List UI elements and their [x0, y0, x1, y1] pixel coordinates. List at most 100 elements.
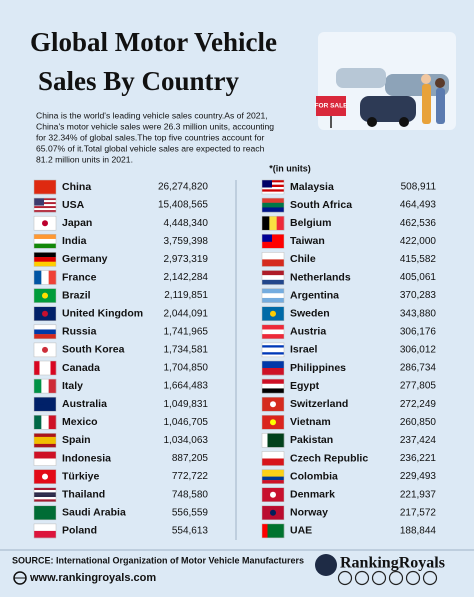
flag-part: [48, 270, 57, 285]
flag-part: [262, 275, 284, 281]
flag-part: [34, 497, 56, 500]
flag-part: [34, 443, 56, 448]
flag: [33, 342, 57, 358]
sales-value: 405,061: [400, 272, 437, 283]
flag-part: [34, 492, 56, 495]
flag-part: [262, 451, 284, 459]
flag: [261, 487, 285, 502]
flag-part: [262, 180, 284, 183]
social-icon[interactable]: [337, 570, 353, 586]
flag: [261, 197, 285, 213]
brand: RankingRoyals: [340, 555, 445, 572]
flag-border: [33, 360, 57, 376]
flag-part: [34, 451, 56, 459]
country-name: Spain: [62, 434, 91, 446]
intro-line: for 32.34% of global sales.The top five …: [36, 132, 264, 142]
flag-border: [261, 505, 285, 521]
flag-border: [261, 179, 285, 195]
flag: [261, 215, 285, 231]
sales-value: 1,034,063: [164, 435, 209, 446]
flag-border: [33, 451, 57, 466]
country-name: South Korea: [62, 344, 125, 356]
social-icon[interactable]: [405, 570, 421, 586]
sales-value: 3,759,398: [164, 236, 209, 247]
flag-border: [33, 306, 57, 321]
social-icon[interactable]: [388, 570, 404, 586]
flag-border: [33, 415, 57, 430]
flag-border: [33, 505, 57, 521]
flag-border: [261, 360, 285, 376]
flag-part: [262, 329, 284, 335]
social-icon[interactable]: [371, 570, 387, 586]
country-name: Türkiye: [62, 470, 100, 482]
flag: [33, 396, 57, 412]
flag-part: [278, 433, 285, 448]
flag-part: [262, 187, 284, 190]
flag-part: [34, 200, 56, 203]
intro-line: 65.07% of it.Total global vehicle sales …: [36, 143, 265, 153]
flag: [261, 270, 285, 285]
country-name: Belgium: [290, 217, 331, 229]
flag-part: [34, 329, 56, 335]
flag-border: [33, 288, 57, 303]
flag-part: [34, 234, 56, 240]
flag-part: [262, 361, 284, 369]
sales-value: 229,493: [400, 471, 437, 482]
flag: [261, 469, 285, 484]
intro-line: 81.2 million units in 2021.: [36, 154, 133, 164]
flag-border: [261, 234, 285, 249]
social-icon[interactable]: [422, 570, 438, 586]
sales-value: 508,911: [401, 182, 437, 193]
flag-part: [42, 220, 48, 227]
flag: [261, 415, 285, 430]
flag-part: [34, 487, 56, 491]
flag-part: [270, 491, 276, 498]
flag-part: [262, 234, 272, 242]
flag: [261, 360, 285, 376]
country-name: Sweden: [290, 307, 330, 319]
country-name: Chile: [290, 253, 316, 265]
sales-value: 26,274,820: [158, 182, 208, 193]
flag-part: [34, 490, 56, 493]
sales-value: 306,012: [400, 345, 437, 356]
flag-part: [273, 523, 279, 538]
flag-border: [33, 469, 57, 484]
country-name: UAE: [290, 525, 312, 537]
country-name: Colombia: [290, 470, 338, 482]
flag: [261, 505, 285, 521]
flag-part: [34, 436, 56, 441]
flag-part: [34, 397, 44, 405]
country-name: Japan: [62, 217, 92, 229]
flag-border: [33, 487, 57, 502]
flag-part: [262, 476, 284, 481]
flag-border: [33, 270, 57, 285]
flag: [33, 487, 57, 502]
flag-part: [34, 440, 56, 445]
country-name: India: [62, 235, 87, 247]
person: [435, 78, 445, 88]
flag-part: [262, 469, 284, 474]
flag: [261, 523, 285, 539]
social-icon[interactable]: [354, 570, 370, 586]
flag-part: [262, 347, 284, 351]
flag-part: [270, 401, 276, 408]
flag-border: [33, 396, 57, 412]
sales-value: 887,205: [172, 453, 209, 464]
country-name: Denmark: [290, 488, 335, 500]
website[interactable]: www.rankingroyals.com: [29, 572, 156, 584]
flag-part: [267, 523, 274, 538]
sales-value: 221,937: [400, 489, 437, 500]
flag-part: [34, 210, 56, 213]
flag-part: [262, 182, 284, 185]
country-name: China: [62, 181, 91, 193]
sales-value: 260,850: [400, 417, 437, 428]
flag-part: [34, 334, 56, 339]
flag-border: [261, 342, 285, 358]
flag-border: [261, 433, 285, 448]
flag-part: [262, 352, 284, 355]
sales-value: 2,973,319: [164, 254, 209, 265]
flag-part: [262, 207, 284, 213]
flag: [33, 234, 57, 249]
country-name: Philippines: [290, 362, 346, 374]
sales-value: 237,424: [400, 435, 437, 446]
